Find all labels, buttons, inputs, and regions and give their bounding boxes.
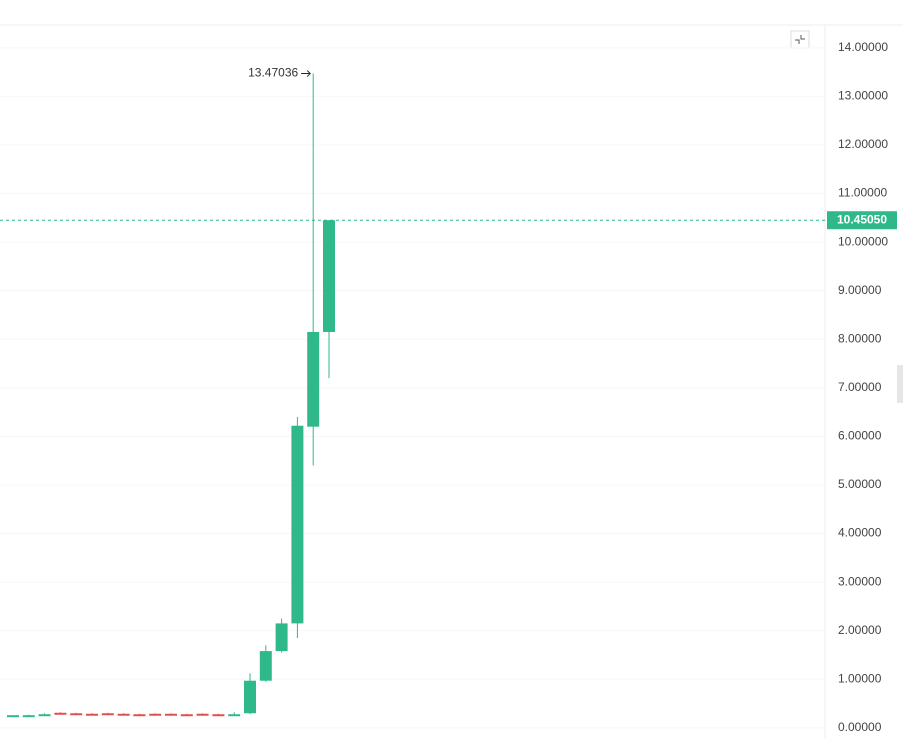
y-tick-label: 6.00000 xyxy=(838,429,882,443)
candle-body xyxy=(54,712,67,715)
candle-body xyxy=(86,713,98,716)
side-tab[interactable] xyxy=(897,365,903,403)
candle-body xyxy=(307,331,320,427)
candle-body xyxy=(165,713,177,716)
y-tick-label: 4.00000 xyxy=(838,526,882,540)
y-tick-label: 14.00000 xyxy=(838,40,888,54)
price-label: 10.45050 xyxy=(837,212,887,226)
y-tick-label: 7.00000 xyxy=(838,380,882,394)
candle-body xyxy=(196,713,209,716)
candle-body xyxy=(275,623,288,652)
y-tick-label: 1.00000 xyxy=(838,671,882,685)
candle-body xyxy=(180,714,193,717)
candle-body xyxy=(70,713,83,716)
candle-body xyxy=(212,714,225,717)
y-tick-label: 12.00000 xyxy=(838,137,888,151)
candle-body xyxy=(291,425,304,624)
y-tick-label: 9.00000 xyxy=(838,283,882,297)
candle-body xyxy=(7,715,19,718)
candle-body xyxy=(323,220,335,332)
y-tick-label: 11.00000 xyxy=(838,186,887,200)
y-tick-label: 0.00000 xyxy=(838,720,882,734)
candle-body xyxy=(149,713,162,716)
candle-body xyxy=(133,714,146,717)
candle-body xyxy=(101,713,114,716)
candle-body xyxy=(259,651,272,681)
max-arrow xyxy=(301,70,311,77)
candle-body xyxy=(38,714,51,717)
y-tick-label: 3.00000 xyxy=(838,574,882,588)
candle-body xyxy=(117,713,130,716)
y-tick-label: 5.00000 xyxy=(838,477,882,491)
button-icon xyxy=(795,35,805,44)
y-tick-label: 8.00000 xyxy=(838,331,882,345)
button-frame[interactable] xyxy=(790,30,810,49)
max-label: 13.47036 xyxy=(248,66,298,80)
y-tick-label: 13.00000 xyxy=(838,89,888,103)
candle-body xyxy=(22,715,35,718)
candle-body xyxy=(244,680,256,714)
y-tick-label: 10.00000 xyxy=(838,234,888,248)
price-badge xyxy=(827,211,897,230)
fullscreen-button[interactable] xyxy=(790,30,810,49)
candle-body xyxy=(228,714,241,717)
y-tick-label: 2.00000 xyxy=(838,623,882,637)
